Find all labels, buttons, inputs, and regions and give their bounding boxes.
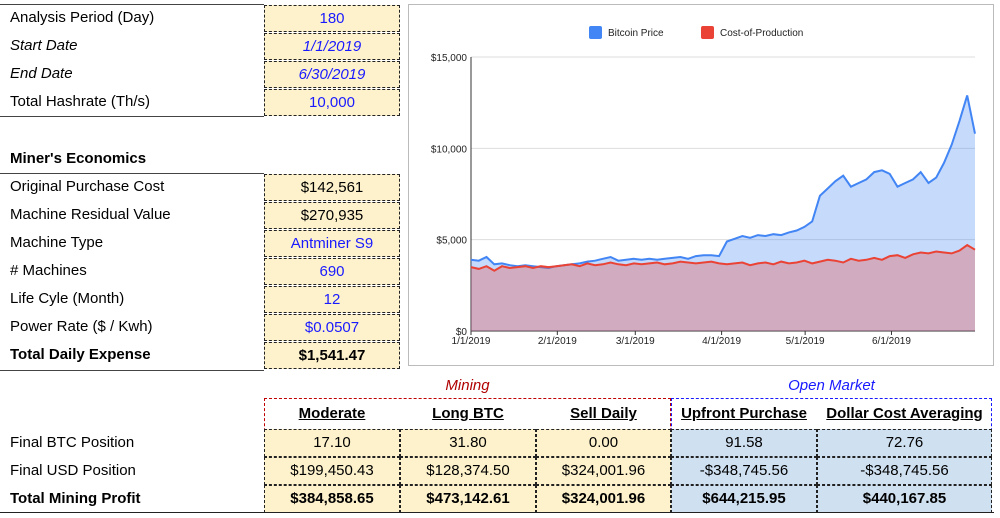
column-header: Dollar Cost Averaging	[826, 405, 983, 422]
x-tick-label: 5/1/2019	[786, 336, 825, 347]
x-tick-label: 3/1/2019	[616, 336, 655, 347]
result-cell[interactable]: $644,215.95	[671, 485, 817, 513]
economics-label: Machine Residual Value	[10, 206, 171, 223]
result-cell[interactable]: 0.00	[536, 429, 671, 457]
series-line	[470, 243, 976, 272]
result-cell[interactable]: 91.58	[671, 429, 817, 457]
column-header: Long BTC	[432, 405, 504, 422]
param-value-field[interactable]: 6/30/2019	[264, 61, 400, 88]
legend-swatch	[701, 26, 714, 39]
x-tick-label: 2/1/2019	[538, 336, 577, 347]
result-cell[interactable]: 17.10	[264, 429, 400, 457]
param-label: Analysis Period (Day)	[10, 9, 155, 26]
legend-label: Bitcoin Price	[608, 28, 664, 39]
column-header: Moderate	[298, 405, 366, 422]
economics-label: Life Cyle (Month)	[10, 290, 125, 307]
economics-value-field[interactable]: Antminer S9	[264, 230, 400, 257]
y-tick-label: $10,000	[431, 144, 468, 155]
result-cell[interactable]: $440,167.85	[817, 485, 992, 513]
legend-label: Cost-of-Production	[720, 28, 803, 39]
economics-label: Total Daily Expense	[10, 346, 151, 363]
result-cell[interactable]: -$348,745.56	[817, 457, 992, 485]
legend-swatch	[589, 26, 602, 39]
economics-value-field[interactable]: $0.0507	[264, 314, 400, 341]
series-area	[471, 95, 975, 332]
result-cell[interactable]: -$348,745.56	[671, 457, 817, 485]
economics-label: Machine Type	[10, 234, 104, 251]
result-cell[interactable]: $324,001.96	[536, 485, 671, 513]
result-cell[interactable]: $473,142.61	[400, 485, 536, 513]
result-row-label: Final BTC Position	[10, 434, 135, 451]
divider	[0, 4, 264, 5]
y-tick-label: $5,000	[436, 236, 467, 247]
economics-value-field[interactable]: 12	[264, 286, 400, 313]
divider	[0, 116, 264, 117]
result-cell[interactable]: $324,001.96	[536, 457, 671, 485]
series-area	[471, 245, 975, 331]
result-cell[interactable]: 31.80	[400, 429, 536, 457]
economics-value-field[interactable]: $142,561	[264, 174, 400, 201]
result-cell[interactable]: 72.76	[817, 429, 992, 457]
x-tick-label: 6/1/2019	[872, 336, 911, 347]
y-tick-label: $0	[456, 327, 468, 338]
divider	[0, 370, 264, 371]
param-value-field[interactable]: 1/1/2019	[264, 33, 400, 60]
param-label: End Date	[10, 65, 73, 82]
chart-frame: $0 $5,000 $10,000 $15,000 1/1/2019 2/1/2019 3/…	[408, 4, 994, 366]
column-header: Sell Daily	[570, 405, 637, 422]
result-cell[interactable]: $199,450.43	[264, 457, 400, 485]
param-label: Total Hashrate (Th/s)	[10, 93, 151, 110]
divider	[0, 512, 994, 513]
economics-value-field[interactable]: 690	[264, 258, 400, 285]
param-value-field[interactable]: 180	[264, 5, 400, 32]
economics-value-field[interactable]: $270,935	[264, 202, 400, 229]
economics-label: Original Purchase Cost	[10, 178, 165, 195]
economics-label: Power Rate ($ / Kwh)	[10, 318, 153, 335]
param-label: Start Date	[10, 37, 78, 54]
divider	[0, 173, 264, 174]
result-row-label: Total Mining Profit	[10, 490, 141, 507]
param-value-field[interactable]: 10,000	[264, 89, 400, 116]
price-chart: $0 $5,000 $10,000 $15,000 1/1/2019 2/1/2019 3/…	[431, 26, 976, 347]
y-tick-label: $15,000	[431, 53, 468, 64]
result-cell[interactable]: $128,374.50	[400, 457, 536, 485]
x-tick-label: 4/1/2019	[702, 336, 741, 347]
column-header: Upfront Purchase	[681, 405, 807, 422]
result-row-label: Final USD Position	[10, 462, 136, 479]
economics-value-field[interactable]: $1,541.47	[264, 342, 400, 369]
open-market-group-label: Open Market	[788, 377, 875, 394]
mining-group-label: Mining	[445, 377, 490, 394]
result-cell[interactable]: $384,858.65	[264, 485, 400, 513]
economics-title: Miner's Economics	[10, 150, 147, 167]
x-tick-label: 1/1/2019	[452, 336, 491, 347]
economics-label: # Machines	[10, 262, 87, 279]
